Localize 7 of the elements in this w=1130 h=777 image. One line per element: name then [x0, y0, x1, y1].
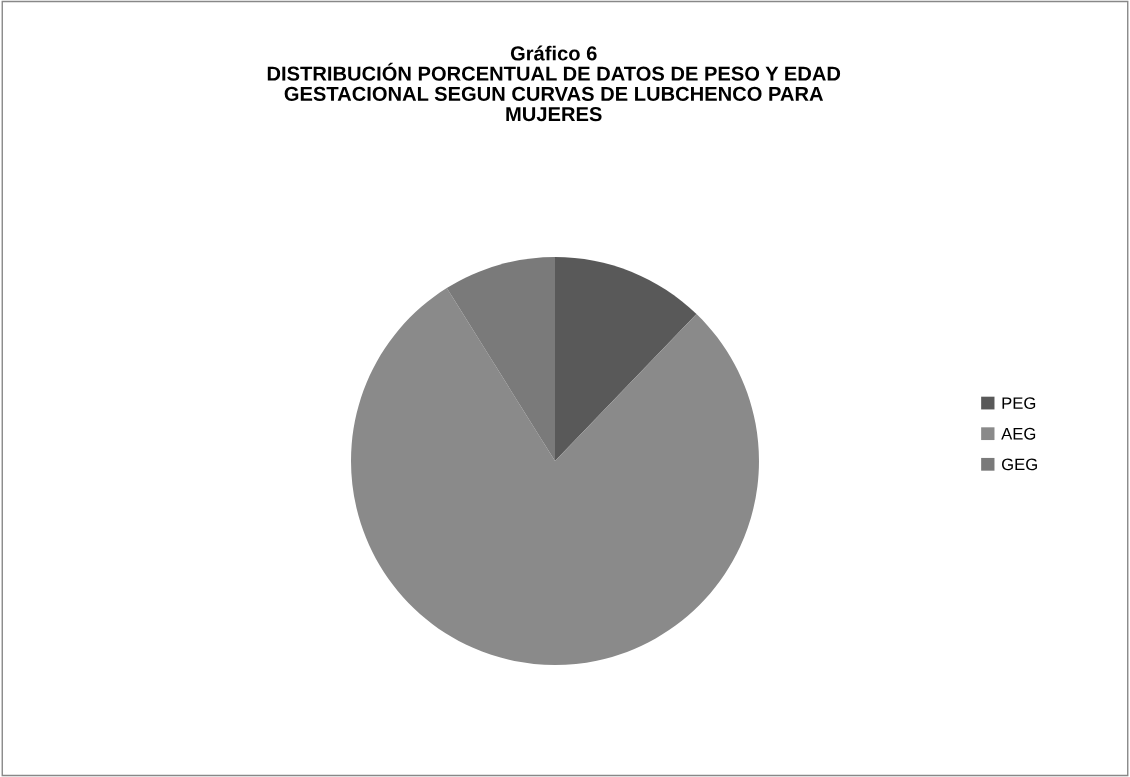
pie-slice	[446, 257, 555, 461]
legend-label: AEG	[1001, 427, 1036, 440]
chart-title: Gráfico 6 DISTRIBUCIÓN PORCENTUAL DE DATOS DE PESO Y EDAD GESTACIONAL SEGUN CURVAS DE LUBCHENCO PARA MUJERES	[267, 45, 841, 122]
pie-slice	[555, 257, 697, 461]
legend-label: PEG	[1002, 397, 1036, 410]
legend-label: GEG	[1001, 458, 1037, 471]
pie-slice	[351, 288, 759, 665]
